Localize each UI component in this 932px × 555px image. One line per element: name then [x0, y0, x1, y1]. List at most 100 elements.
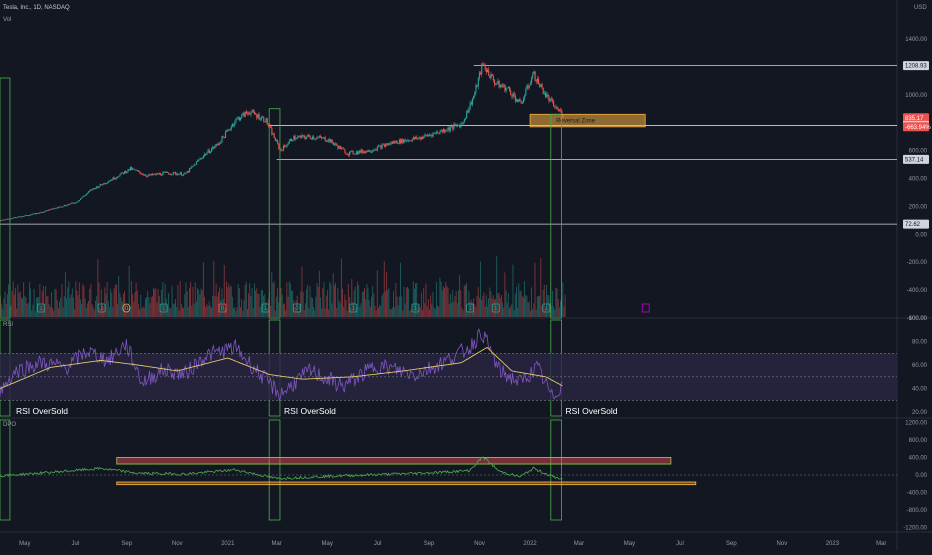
candle-body	[431, 134, 433, 137]
volume-bar	[316, 282, 318, 317]
volume-bar	[262, 290, 263, 317]
candle-body	[230, 126, 232, 130]
rsi-pane-label: RSI	[3, 322, 14, 328]
volume-bar	[258, 293, 260, 317]
candle-body	[180, 172, 182, 176]
volume-bar	[439, 277, 441, 317]
volume-bar	[520, 290, 522, 317]
candle-body	[47, 210, 49, 212]
candle-body	[509, 87, 511, 91]
candle-body	[80, 198, 82, 201]
dpo-zone-box	[116, 481, 697, 486]
candle-body	[78, 200, 80, 201]
candle-body	[102, 184, 104, 186]
candle-body	[17, 216, 19, 218]
candle-body	[95, 188, 97, 189]
volume-bar	[425, 283, 427, 317]
volume-bar	[489, 287, 491, 317]
rsi-tick-label: 20.00	[912, 410, 928, 416]
candle-body	[310, 138, 312, 139]
volume-bar	[245, 281, 247, 317]
candle-body	[298, 136, 300, 138]
candle-body	[241, 114, 243, 119]
candle-body	[296, 136, 298, 139]
volume-bar	[541, 305, 543, 317]
candle-body	[227, 129, 229, 132]
volume-bar	[546, 284, 548, 317]
volume-bar	[396, 296, 398, 317]
volume-bar	[427, 299, 429, 317]
volume-bar	[294, 307, 296, 317]
candle-body	[554, 106, 556, 108]
candle-body	[144, 174, 147, 176]
candle-body	[160, 173, 162, 175]
candle-body	[543, 93, 545, 95]
volume-bar	[303, 310, 305, 317]
volume-bar	[332, 273, 334, 317]
volume-bar	[96, 296, 98, 317]
candle-body	[306, 136, 308, 139]
volume-bar	[470, 299, 472, 317]
volume-bar	[110, 288, 112, 317]
candle-body	[33, 213, 35, 215]
volume-bar	[259, 306, 261, 317]
candle-body	[448, 127, 450, 131]
candle-body	[55, 207, 57, 209]
candle-body	[214, 146, 216, 148]
candle-body	[555, 107, 557, 108]
candle-body	[324, 137, 326, 141]
candle-body	[459, 125, 461, 128]
volume-bar	[335, 282, 337, 317]
volume-bar	[185, 282, 187, 317]
candle-body	[402, 138, 404, 143]
volume-marker-text: 0	[221, 306, 225, 312]
volume-bar	[404, 303, 406, 317]
volume-bar	[560, 300, 561, 317]
volume-bar	[475, 307, 477, 317]
candle-body	[507, 87, 509, 88]
x-tick-label: Mar	[876, 541, 886, 547]
volume-bar	[231, 296, 233, 317]
volume-marker-box	[491, 303, 500, 313]
candle-body	[401, 138, 403, 144]
candle-body	[300, 135, 302, 138]
candle-body	[317, 137, 319, 139]
candle-body	[524, 95, 526, 99]
candle-body	[119, 174, 121, 177]
volume-bar	[144, 298, 146, 317]
volume-bar	[393, 291, 394, 317]
volume-bar	[242, 310, 244, 317]
volume-bar	[23, 282, 25, 317]
volume-bar	[69, 297, 71, 317]
candle-body	[125, 171, 127, 173]
volume-bar	[535, 309, 537, 317]
volume-bar	[129, 305, 131, 317]
volume-bar	[351, 278, 353, 317]
candle-body	[53, 208, 55, 210]
candle-body	[358, 150, 360, 154]
volume-bar	[22, 298, 23, 317]
candle-body	[110, 179, 112, 181]
candle-body	[497, 80, 499, 84]
volume-bar	[345, 300, 347, 317]
volume-bar	[301, 266, 303, 317]
candle-body	[13, 217, 16, 219]
volume-bar	[517, 307, 519, 317]
volume-bar	[550, 305, 552, 317]
candle-body	[462, 121, 464, 124]
volume-bar	[329, 281, 331, 317]
volume-bar	[117, 303, 119, 317]
volume-bar	[209, 305, 211, 317]
candle-body	[104, 183, 106, 184]
rsi-line	[0, 327, 563, 402]
volume-bar	[488, 298, 490, 317]
candle-body	[271, 127, 273, 135]
dpo-tick-label: -400.00	[907, 491, 928, 497]
candle-body	[561, 110, 563, 116]
candle-body	[302, 135, 304, 136]
volume-bar	[28, 281, 30, 317]
volume-bar	[1, 303, 3, 317]
candle-body	[74, 203, 76, 204]
